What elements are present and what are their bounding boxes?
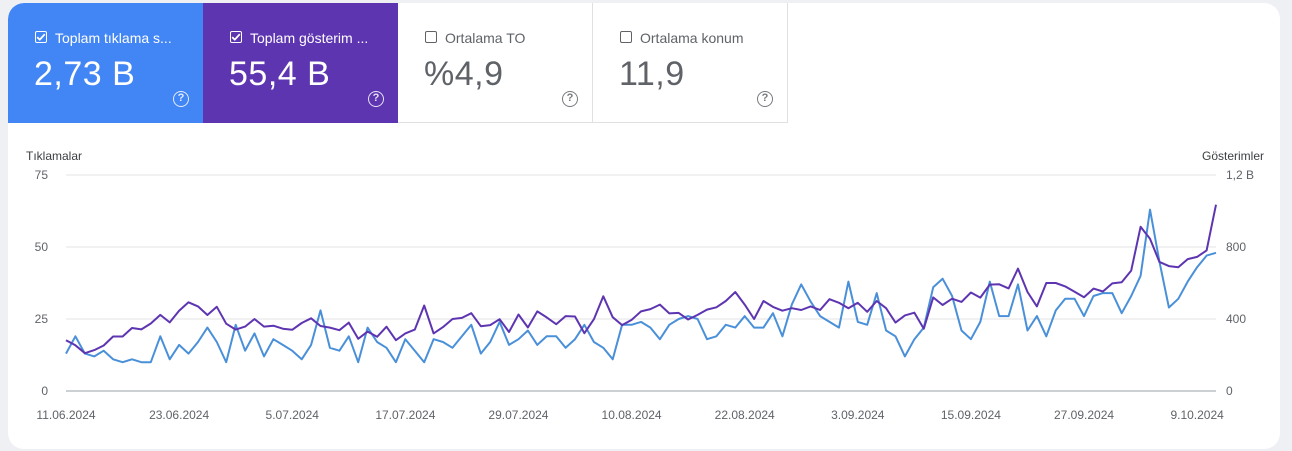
checkbox-unchecked-icon[interactable] — [620, 31, 632, 43]
left-axis-title: Tıklamalar — [26, 149, 83, 163]
performance-panel: Toplam tıklama s... 2,73 B ? Toplam göst… — [8, 3, 1280, 449]
x-tick-label: 5.07.2024 — [266, 408, 320, 422]
right-tick-label: 1,2 B — [1226, 168, 1254, 182]
metric-label: Toplam tıklama s... — [55, 30, 172, 46]
right-tick-label: 400 — [1226, 312, 1246, 326]
x-tick-label: 10.08.2024 — [602, 408, 662, 422]
x-tick-label: 15.09.2024 — [941, 408, 1001, 422]
help-icon[interactable]: ? — [173, 91, 189, 107]
right-tick-label: 800 — [1226, 240, 1246, 254]
checkbox-unchecked-icon[interactable] — [425, 31, 437, 43]
metric-card-clicks[interactable]: Toplam tıklama s... 2,73 B ? — [8, 3, 203, 123]
x-tick-label: 23.06.2024 — [149, 408, 209, 422]
help-icon[interactable]: ? — [757, 91, 773, 107]
metric-value: 2,73 B — [34, 55, 136, 93]
left-tick-label: 0 — [41, 384, 48, 398]
right-axis-title: Gösterimler — [1201, 149, 1264, 163]
metric-card-impressions[interactable]: Toplam gösterim ... 55,4 B ? — [203, 3, 398, 123]
left-tick-label: 50 — [35, 240, 49, 254]
left-tick-label: 25 — [35, 312, 49, 326]
left-tick-label: 75 — [35, 168, 49, 182]
checkbox-checked-icon[interactable] — [230, 31, 242, 43]
x-tick-label: 17.07.2024 — [375, 408, 435, 422]
impressions-series-line — [65, 204, 1217, 355]
metric-cards: Toplam tıklama s... 2,73 B ? Toplam göst… — [8, 3, 788, 123]
metric-value: 55,4 B — [229, 55, 331, 93]
right-tick-label: 0 — [1226, 384, 1233, 398]
help-icon[interactable]: ? — [368, 91, 384, 107]
metric-label: Ortalama TO — [445, 30, 526, 46]
metric-value: %4,9 — [424, 55, 504, 93]
clicks-series-line — [65, 208, 1217, 364]
metric-card-position[interactable]: Ortalama konum 11,9 ? — [593, 3, 788, 123]
metric-label: Ortalama konum — [640, 30, 744, 46]
performance-chart[interactable]: 0 25 50 75 0 400 800 1,2 B 11.06.2024 23.06.2024 5… — [8, 3, 1280, 449]
x-tick-label: 27.09.2024 — [1054, 408, 1114, 422]
checkbox-checked-icon[interactable] — [35, 31, 47, 43]
x-tick-label: 22.08.2024 — [715, 408, 775, 422]
x-tick-label: 11.06.2024 — [36, 408, 95, 422]
metric-card-ctr[interactable]: Ortalama TO %4,9 ? — [398, 3, 593, 123]
metric-label: Toplam gösterim ... — [250, 30, 369, 46]
x-tick-label: 29.07.2024 — [488, 408, 548, 422]
metric-value: 11,9 — [619, 55, 685, 93]
x-tick-label: 3.09.2024 — [831, 408, 885, 422]
help-icon[interactable]: ? — [562, 91, 578, 107]
x-tick-label: 9.10.2024 — [1170, 408, 1224, 422]
